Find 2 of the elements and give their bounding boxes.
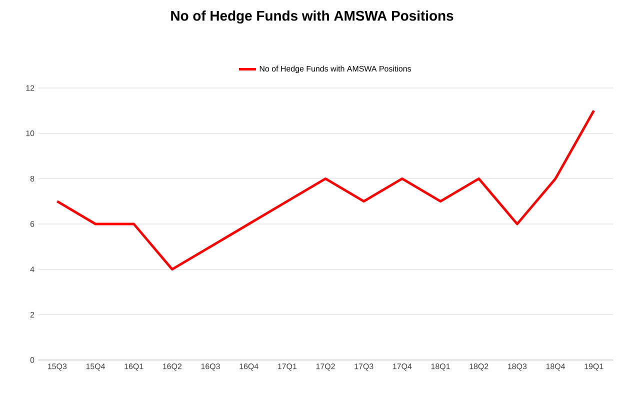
line-series <box>56 109 596 271</box>
chart-title: No of Hedge Funds with AMSWA Positions <box>171 10 454 24</box>
